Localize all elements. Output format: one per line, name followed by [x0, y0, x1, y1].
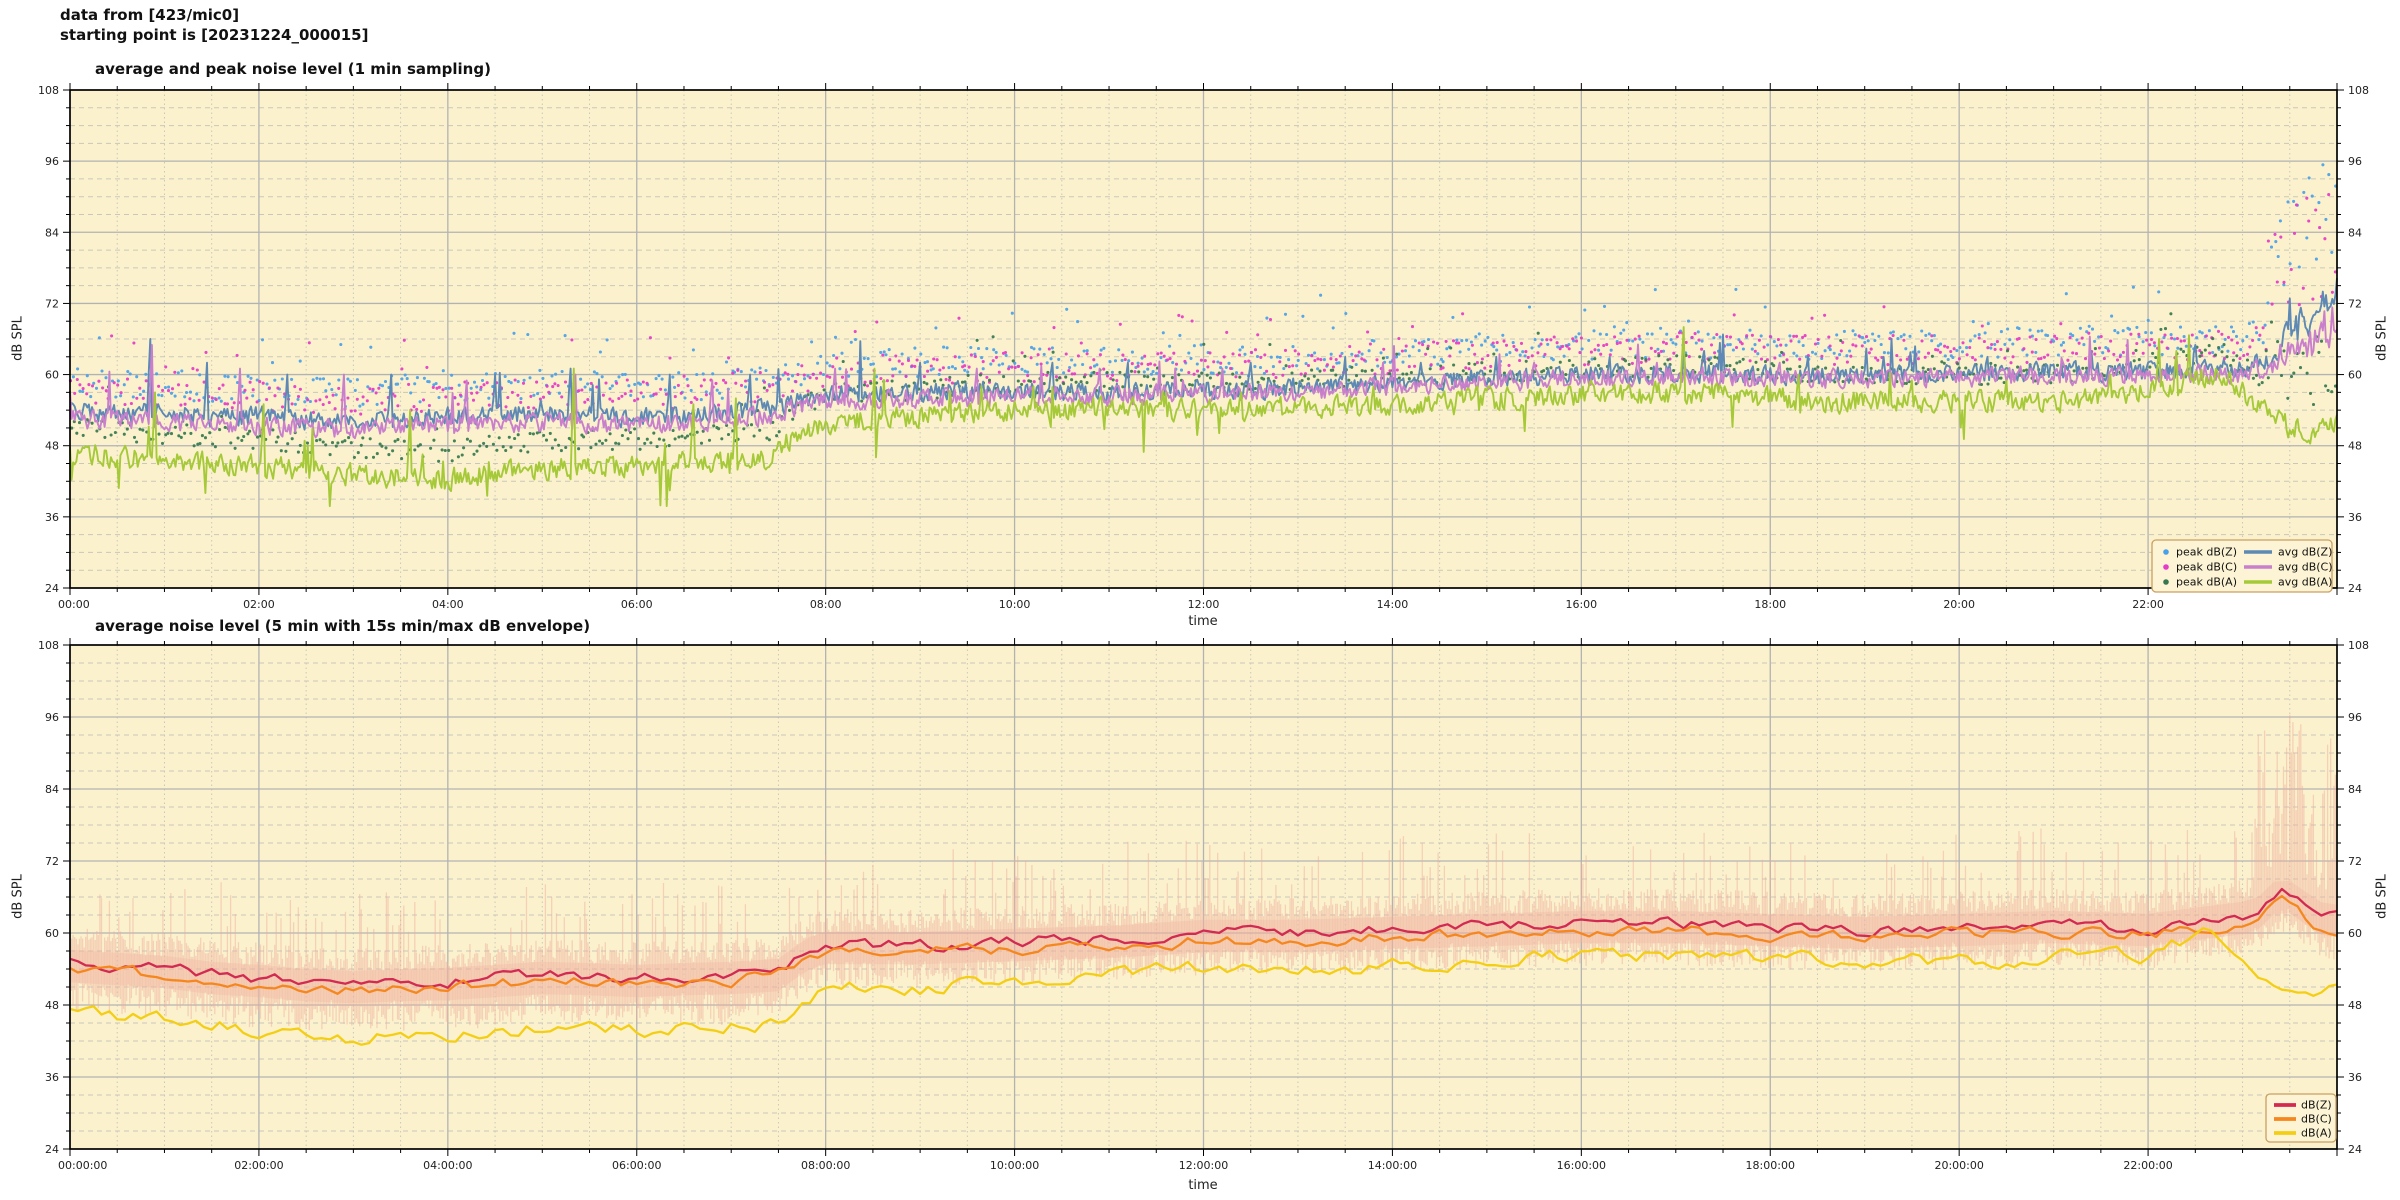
svg-text:72: 72	[45, 855, 59, 868]
top-chart-title: average and peak noise level (1 min samp…	[95, 60, 491, 78]
svg-text:96: 96	[45, 155, 59, 168]
axis-ticks	[63, 638, 2344, 1156]
svg-text:20:00: 20:00	[1943, 598, 1975, 611]
svg-text:48: 48	[2348, 440, 2362, 453]
svg-text:96: 96	[2348, 155, 2362, 168]
svg-text:dB(Z): dB(Z)	[2301, 1099, 2332, 1112]
svg-text:84: 84	[2348, 783, 2362, 796]
svg-text:22:00:00: 22:00:00	[2123, 1159, 2172, 1172]
svg-text:12:00:00: 12:00:00	[1179, 1159, 1228, 1172]
svg-text:96: 96	[2348, 711, 2362, 724]
svg-text:60: 60	[2348, 369, 2362, 382]
chart-0: 24 24 36 36 48 48 60 60 72 72 84 84 96 96 108 108 00:00 0…	[38, 83, 2369, 611]
bottom-yaxis-label-right: dB SPL	[2374, 874, 2390, 919]
svg-text:84: 84	[45, 783, 59, 796]
axis-tick-labels: 24 24 36 36 48 48 60 60 72 72 84 84 96 96 108 108 00:00 0…	[38, 84, 2369, 611]
svg-text:20:00:00: 20:00:00	[1934, 1159, 1983, 1172]
svg-text:72: 72	[2348, 855, 2362, 868]
svg-text:96: 96	[45, 711, 59, 724]
bottom-yaxis-label-left: dB SPL	[10, 874, 26, 919]
svg-text:peak dB(Z): peak dB(Z)	[2176, 546, 2237, 559]
svg-text:peak dB(A): peak dB(A)	[2176, 576, 2237, 589]
svg-text:60: 60	[45, 369, 59, 382]
svg-text:08:00:00: 08:00:00	[801, 1159, 850, 1172]
svg-text:04:00:00: 04:00:00	[423, 1159, 472, 1172]
svg-text:12:00: 12:00	[1188, 598, 1220, 611]
svg-text:48: 48	[45, 999, 59, 1012]
svg-text:84: 84	[45, 226, 59, 239]
header-text: data from [423/mic0] starting point is [2…	[60, 5, 368, 45]
svg-text:16:00: 16:00	[1565, 598, 1597, 611]
svg-text:24: 24	[2348, 582, 2362, 595]
svg-text:14:00:00: 14:00:00	[1368, 1159, 1417, 1172]
svg-text:avg dB(C): avg dB(C)	[2278, 561, 2333, 574]
line-db-a-	[69, 927, 2338, 1046]
svg-text:02:00:00: 02:00:00	[234, 1159, 283, 1172]
svg-text:108: 108	[2348, 84, 2369, 97]
svg-text:84: 84	[2348, 226, 2362, 239]
svg-text:18:00: 18:00	[1754, 598, 1786, 611]
svg-text:60: 60	[2348, 927, 2362, 940]
svg-text:18:00:00: 18:00:00	[1746, 1159, 1795, 1172]
bottom-xaxis-label: time	[1188, 1178, 1218, 1193]
svg-text:dB(A): dB(A)	[2301, 1127, 2332, 1140]
axis-tick-labels: 24 24 36 36 48 48 60 60 72 72 84 84 96 96 108 108 00:00:…	[38, 639, 2369, 1172]
svg-text:dB(C): dB(C)	[2301, 1113, 2332, 1126]
svg-text:10:00:00: 10:00:00	[990, 1159, 1039, 1172]
svg-text:avg dB(A): avg dB(A)	[2278, 576, 2332, 589]
svg-text:22:00: 22:00	[2132, 598, 2164, 611]
header-line2: starting point is [20231224_000015]	[60, 26, 369, 44]
svg-text:48: 48	[45, 440, 59, 453]
top-yaxis-label-left: dB SPL	[10, 316, 26, 361]
svg-text:24: 24	[45, 1143, 59, 1156]
legend: dB(Z)dB(C)dB(A)	[2265, 1093, 2337, 1143]
svg-text:60: 60	[45, 927, 59, 940]
header-line1: data from [423/mic0]	[60, 6, 240, 24]
svg-text:00:00:00: 00:00:00	[58, 1159, 107, 1172]
svg-text:48: 48	[2348, 999, 2362, 1012]
svg-text:peak dB(C): peak dB(C)	[2176, 561, 2237, 574]
svg-text:08:00: 08:00	[810, 598, 842, 611]
svg-text:108: 108	[38, 84, 59, 97]
svg-text:06:00: 06:00	[621, 598, 653, 611]
legend: peak dB(Z) peak dB(C) peak dB(A) avg dB(Z) a…	[2151, 539, 2333, 593]
line-avg-db-a-	[69, 326, 2338, 508]
svg-text:16:00:00: 16:00:00	[1557, 1159, 1606, 1172]
svg-text:02:00: 02:00	[243, 598, 275, 611]
svg-text:72: 72	[2348, 297, 2362, 310]
svg-text:04:00: 04:00	[432, 598, 464, 611]
svg-text:36: 36	[45, 511, 59, 524]
svg-text:24: 24	[45, 582, 59, 595]
svg-text:108: 108	[38, 639, 59, 652]
svg-text:14:00: 14:00	[1377, 598, 1409, 611]
svg-text:avg dB(Z): avg dB(Z)	[2278, 546, 2332, 559]
line-avg-db-c-	[69, 306, 2338, 440]
svg-text:00:00: 00:00	[58, 598, 90, 611]
top-yaxis-label-right: dB SPL	[2374, 316, 2390, 361]
svg-text:10:00: 10:00	[999, 598, 1031, 611]
svg-text:36: 36	[2348, 1071, 2362, 1084]
svg-text:108: 108	[2348, 639, 2369, 652]
chart-1: 24 24 36 36 48 48 60 60 72 72 84 84 96 96 108 108 00:00:…	[38, 638, 2369, 1172]
svg-text:06:00:00: 06:00:00	[612, 1159, 661, 1172]
top-xaxis-label: time	[1188, 614, 1218, 629]
line-db-c-	[69, 894, 2338, 995]
bottom-chart-title: average noise level (5 min with 15s min/…	[95, 617, 591, 635]
svg-text:36: 36	[2348, 511, 2362, 524]
svg-text:72: 72	[45, 297, 59, 310]
svg-text:24: 24	[2348, 1143, 2362, 1156]
svg-text:36: 36	[45, 1071, 59, 1084]
